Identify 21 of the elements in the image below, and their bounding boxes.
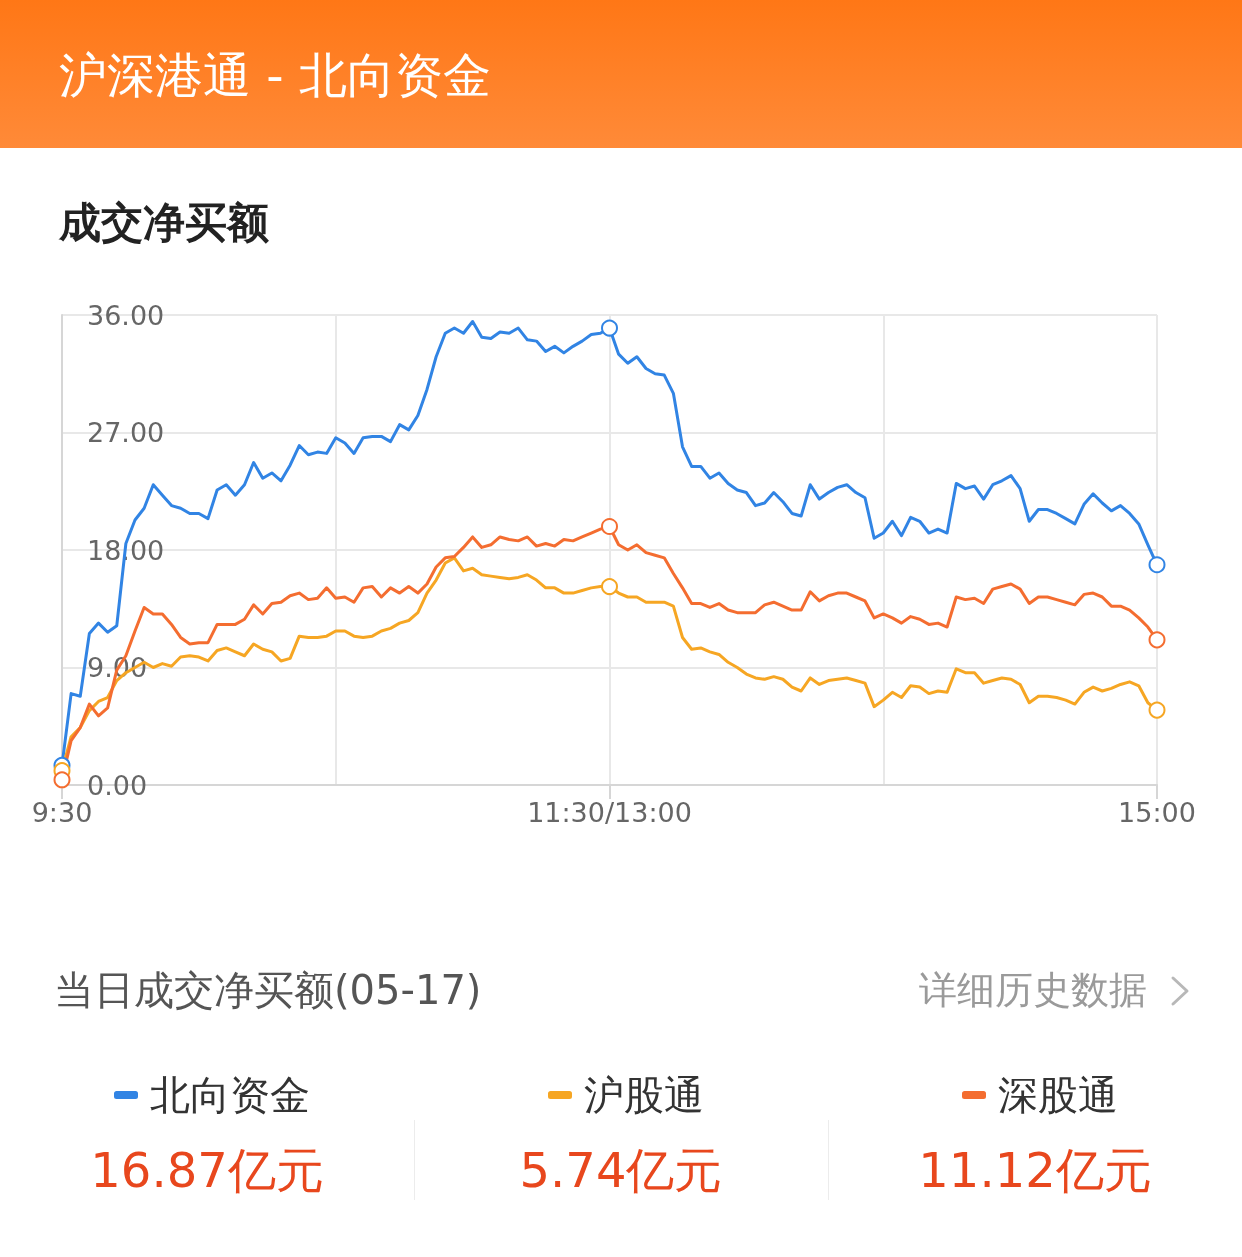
legend-label: 沪股通 <box>584 1072 704 1118</box>
x-tick-label: 11:30/13:00 <box>527 797 692 828</box>
point <box>53 771 71 789</box>
y-tick-label: 27.00 <box>87 417 165 448</box>
point <box>1148 701 1166 719</box>
x-tick-label: 15:00 <box>1118 797 1196 828</box>
text: 11.12亿元 <box>918 1142 1152 1198</box>
y-tick-label: 36.00 <box>87 299 165 331</box>
chart-subtitle: 成交净买额 <box>58 197 269 247</box>
chart-title: 沪深港通 - 北向资金 <box>59 47 491 103</box>
text: 详细历史数据 <box>919 968 1147 1012</box>
legend-label: 深股通 <box>998 1072 1118 1118</box>
point <box>601 578 618 596</box>
point <box>1148 631 1166 649</box>
point <box>601 319 618 337</box>
text: 5.74亿元 <box>519 1142 723 1198</box>
point <box>1148 556 1166 574</box>
point <box>601 518 618 535</box>
legend-label: 北向资金 <box>150 1072 310 1118</box>
text: 当日成交净买额(05-17) <box>54 967 482 1013</box>
text: 16.87亿元 <box>90 1142 324 1198</box>
